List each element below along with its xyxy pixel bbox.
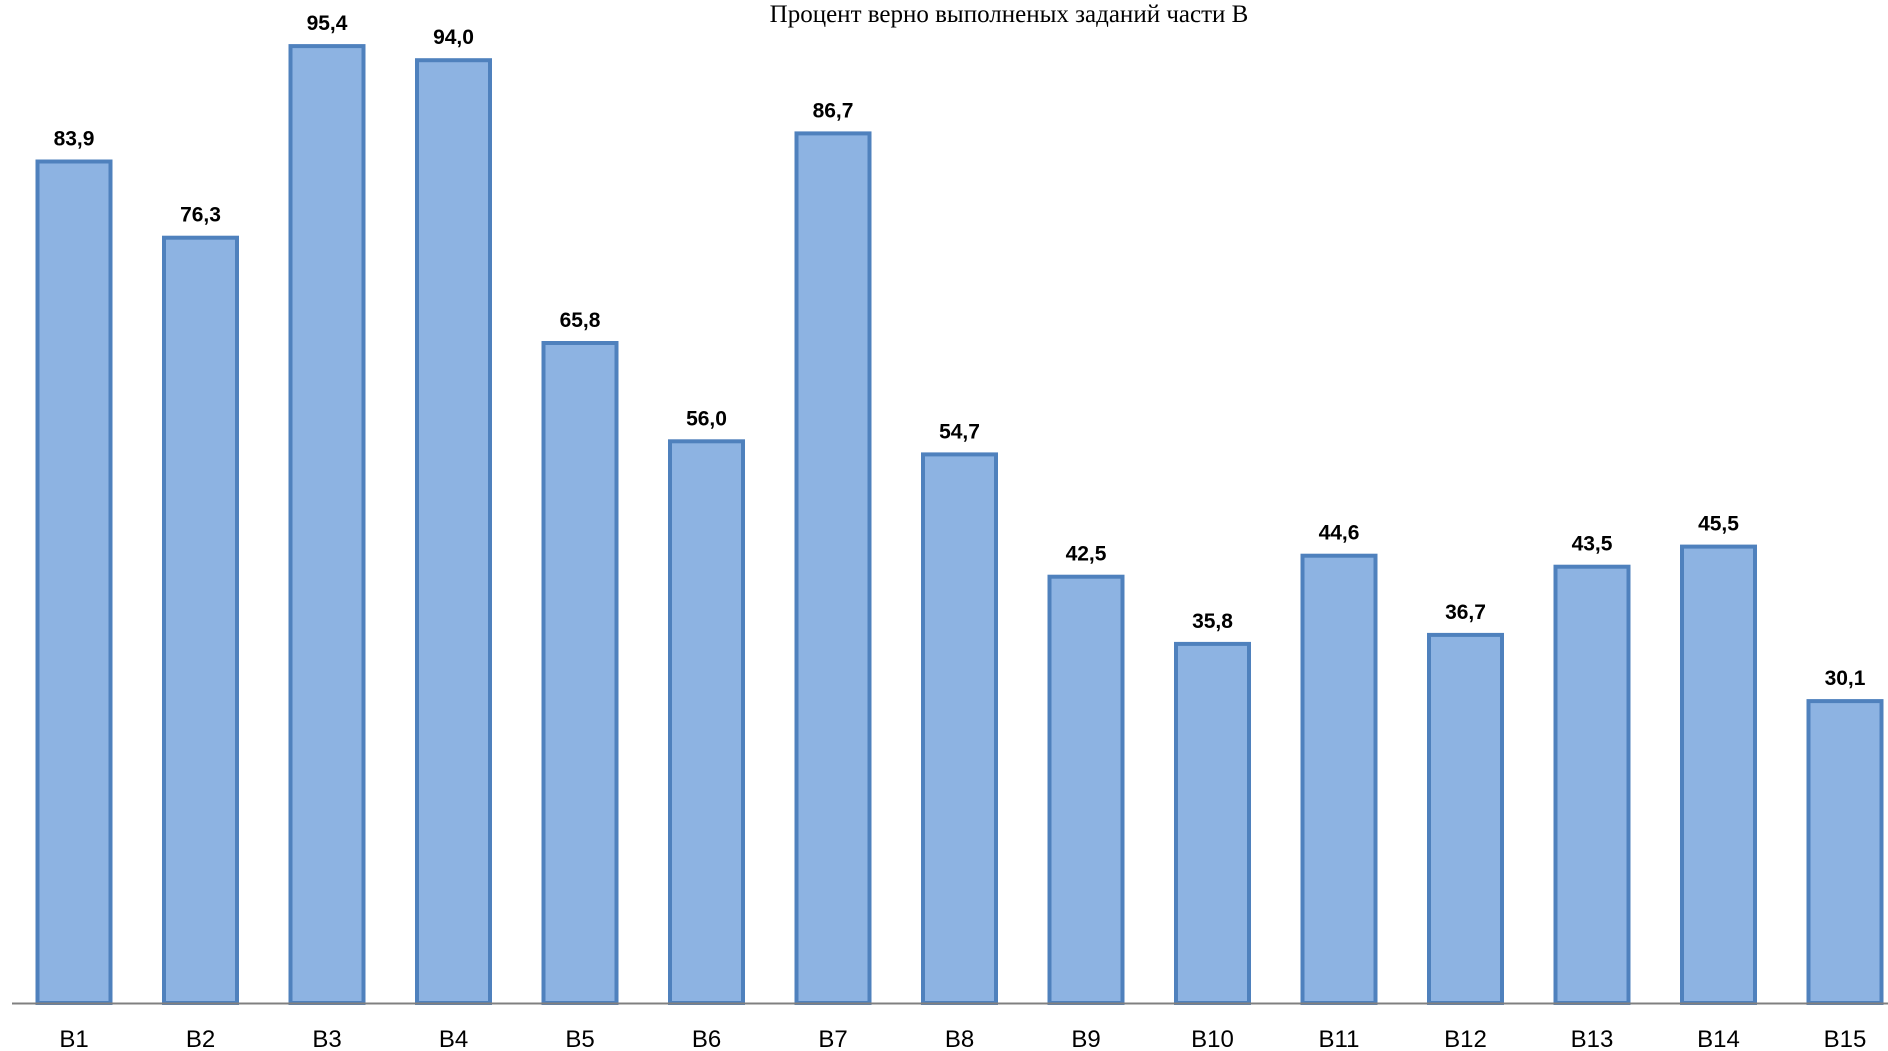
x-tick-label-b6: B6 <box>692 1026 721 1051</box>
data-label-b8: 54,7 <box>939 420 980 443</box>
x-tick-label-b4: B4 <box>439 1026 468 1051</box>
x-tick-label-b7: B7 <box>818 1026 847 1051</box>
data-label-b13: 43,5 <box>1572 533 1613 556</box>
bar-b8 <box>921 452 998 1005</box>
bar-b7 <box>794 131 872 1005</box>
data-label-b9: 42,5 <box>1066 543 1107 566</box>
bar-b13 <box>1553 564 1631 1005</box>
x-tick-label-b9: B9 <box>1071 1026 1100 1051</box>
data-label-b12: 36,7 <box>1445 601 1486 624</box>
bar-b11 <box>1300 553 1378 1005</box>
data-label-b5: 65,8 <box>560 309 601 332</box>
data-label-b15: 30,1 <box>1825 667 1866 690</box>
bar-b15 <box>1806 699 1884 1005</box>
bar-b14 <box>1680 544 1757 1005</box>
bar-b6 <box>668 439 745 1005</box>
bar-b3 <box>288 44 366 1006</box>
bar-b10 <box>1174 641 1251 1006</box>
x-tick-label-b5: B5 <box>565 1026 594 1051</box>
bar-b9 <box>1047 574 1125 1005</box>
x-tick-label-b12: B12 <box>1444 1026 1487 1051</box>
data-label-b2: 76,3 <box>180 204 221 227</box>
data-label-b3: 95,4 <box>307 12 348 35</box>
data-label-b14: 45,5 <box>1698 513 1739 536</box>
data-label-b6: 56,0 <box>686 407 727 430</box>
bar-b4 <box>415 58 492 1005</box>
x-tick-label-b10: B10 <box>1191 1026 1234 1051</box>
data-label-b7: 86,7 <box>813 99 854 122</box>
x-tick-label-b8: B8 <box>945 1026 974 1051</box>
data-label-b1: 83,9 <box>54 128 95 151</box>
x-tick-label-b14: B14 <box>1697 1026 1740 1051</box>
x-tick-label-b11: B11 <box>1319 1026 1360 1051</box>
bar-b5 <box>541 341 619 1005</box>
chart-title: Процент верно выполненых заданий части В <box>769 1 1249 28</box>
x-tick-label-b15: B15 <box>1824 1026 1867 1051</box>
bar-b2 <box>162 235 239 1005</box>
data-label-b10: 35,8 <box>1192 610 1233 633</box>
x-tick-label-b3: B3 <box>312 1026 341 1051</box>
x-tick-label-b13: B13 <box>1571 1026 1614 1051</box>
data-label-b11: 44,6 <box>1319 522 1360 545</box>
data-label-b4: 94,0 <box>433 26 474 49</box>
x-tick-label-b1: B1 <box>59 1026 88 1051</box>
bar-b12 <box>1427 632 1504 1006</box>
bar-b1 <box>35 159 113 1005</box>
x-tick-label-b2: B2 <box>186 1026 215 1051</box>
